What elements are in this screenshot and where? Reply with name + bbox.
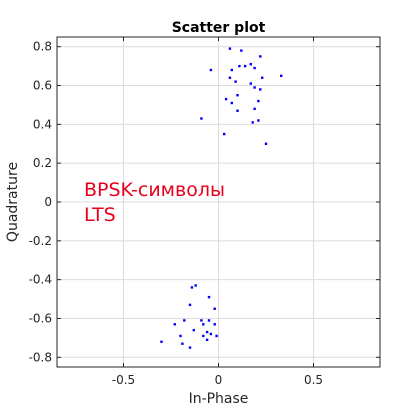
data-point	[209, 68, 213, 72]
data-point	[181, 342, 184, 345]
data-point	[230, 101, 233, 105]
data-point	[257, 99, 260, 103]
data-point	[259, 88, 262, 91]
data-point	[230, 68, 233, 72]
data-point	[234, 80, 237, 83]
y-tick-label: 0	[44, 195, 52, 209]
data-point	[160, 340, 163, 343]
data-point	[205, 330, 209, 334]
y-tick-label: 0.6	[33, 79, 52, 93]
data-point	[228, 76, 232, 79]
x-tick-label: -0.5	[112, 373, 135, 387]
data-point	[280, 74, 283, 78]
data-point	[209, 332, 213, 336]
data-point	[173, 323, 176, 326]
y-tick-label: 0.8	[33, 40, 52, 54]
data-point	[188, 303, 192, 307]
chart-title: Scatter plot	[172, 20, 266, 36]
data-point	[207, 319, 211, 322]
data-point	[264, 142, 268, 145]
y-tick-label: -0.8	[29, 350, 52, 364]
grid	[57, 37, 380, 367]
y-tick-label: 0.2	[33, 156, 52, 170]
data-point	[249, 82, 252, 85]
data-point	[253, 107, 256, 111]
axis-ticks: -0.5 0 0.5 -0.8 -0.6 -0.4 -0.2 0 0.2 0.4 0.6 0.8	[29, 37, 380, 387]
y-tick-label: -0.2	[29, 234, 52, 248]
data-point	[224, 97, 228, 101]
data-point	[240, 49, 243, 52]
data-point	[192, 328, 195, 332]
y-axis-label: Quadrature	[5, 162, 21, 242]
annotation-line-1: BPSK-символы	[84, 179, 225, 201]
data-point	[253, 66, 256, 70]
data-point	[228, 47, 232, 50]
data-point	[213, 323, 216, 326]
data-point	[251, 121, 254, 124]
data-point	[223, 132, 226, 136]
data-point	[236, 109, 239, 112]
y-tick-label: -0.4	[29, 273, 52, 287]
data-point	[200, 319, 203, 322]
data-point	[202, 334, 205, 338]
data-point	[257, 119, 260, 122]
data-point	[215, 334, 218, 338]
data-point	[238, 64, 241, 68]
data-point	[200, 117, 203, 120]
data-point	[253, 86, 256, 89]
data-point	[190, 286, 194, 289]
data-point	[179, 334, 182, 338]
data-point	[243, 64, 247, 68]
x-tick-label: 0	[215, 373, 223, 387]
data-point	[194, 284, 197, 287]
x-tick-label: 0.5	[304, 373, 323, 387]
data-point	[205, 338, 209, 342]
data-point	[261, 76, 264, 79]
data-point	[249, 62, 252, 66]
data-point	[188, 346, 192, 349]
annotation-line-2: LTS	[84, 204, 116, 226]
data-points	[160, 47, 283, 349]
x-axis-label: In-Phase	[189, 391, 249, 407]
data-point	[259, 55, 262, 58]
data-point	[236, 94, 239, 97]
y-tick-label: 0.4	[33, 117, 52, 131]
data-point	[207, 295, 211, 299]
data-point	[183, 319, 186, 322]
data-point	[202, 323, 205, 326]
data-point	[213, 307, 216, 310]
y-tick-label: -0.6	[29, 311, 52, 325]
